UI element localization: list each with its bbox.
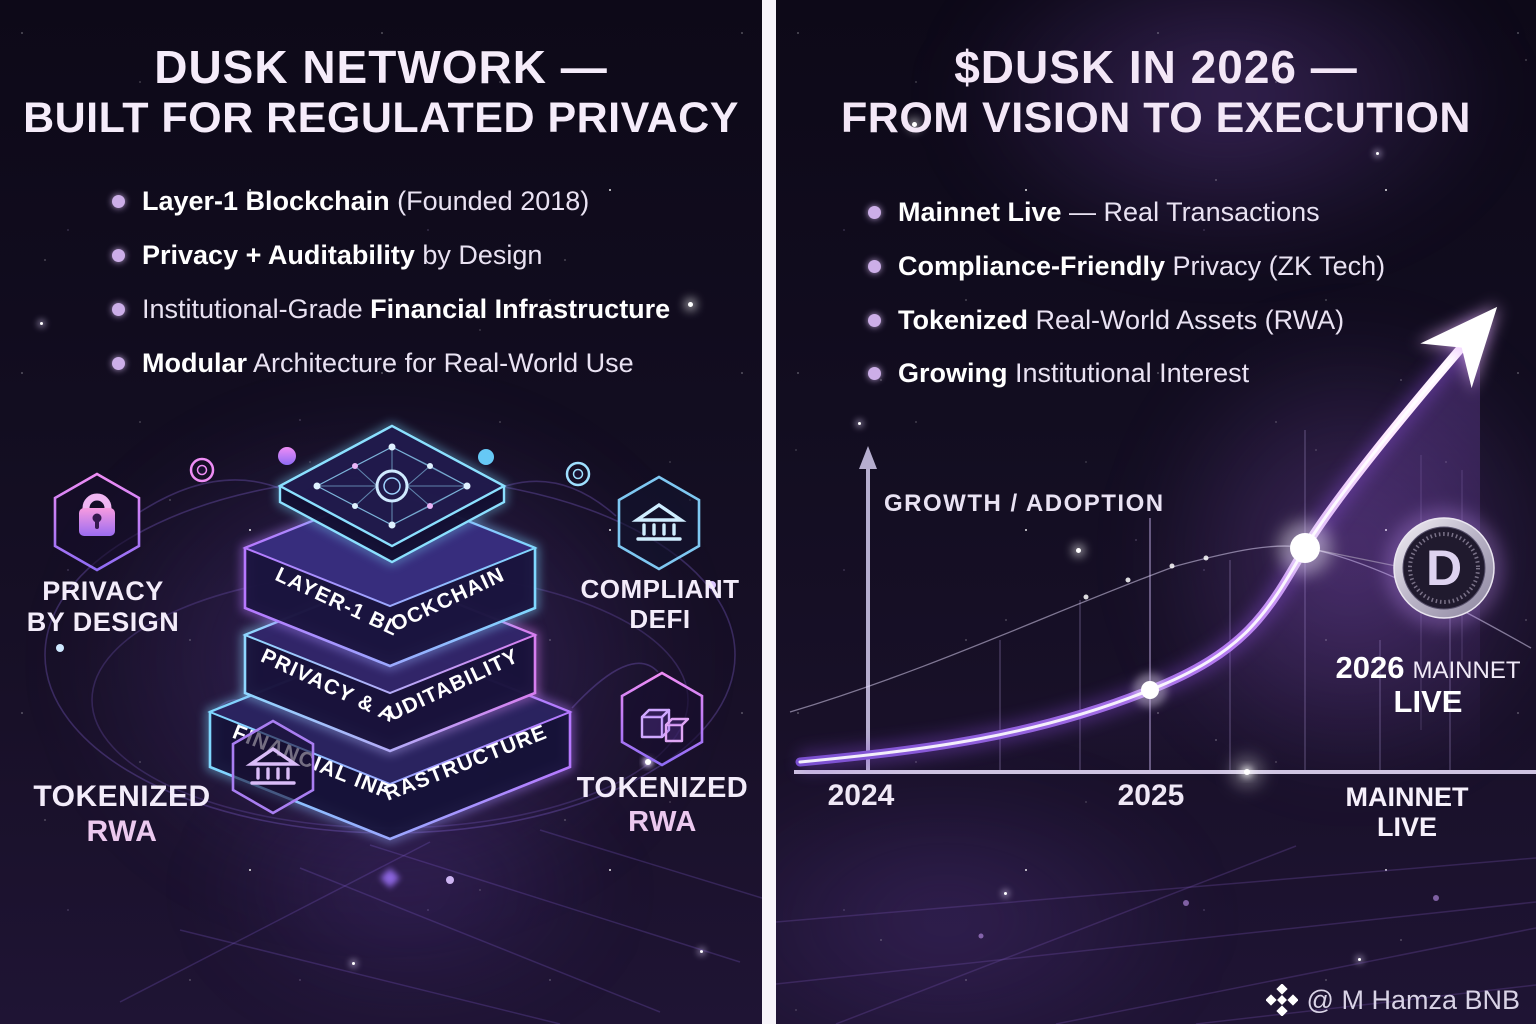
bullet-item: Layer-1 Blockchain (Founded 2018): [112, 186, 589, 217]
bullet-text: Institutional-Grade Financial Infrastruc…: [142, 294, 671, 324]
y-axis: [859, 446, 877, 771]
x-tick-2025: 2025: [1117, 779, 1185, 812]
bullet-item: Institutional-Grade Financial Infrastruc…: [112, 294, 670, 325]
right-title-line1: $DUSK IN 2026 —: [954, 41, 1358, 93]
floor-grid: [119, 829, 762, 1024]
right-title: $DUSK IN 2026 — FROM VISION TO EXECUTION: [776, 41, 1536, 142]
star: [858, 422, 861, 425]
bullet-item: Mainnet Live — Real Transactions: [868, 197, 1320, 228]
left-title: DUSK NETWORK — BUILT FOR REGULATED PRIVA…: [0, 41, 762, 142]
right-title-line2: FROM VISION TO EXECUTION: [841, 93, 1471, 142]
bullet-text: Modular Architecture for Real-World Use: [142, 348, 634, 378]
y-axis-label: GROWTH / ADOPTION: [884, 490, 1165, 517]
star: [1004, 892, 1007, 895]
star: [700, 950, 703, 953]
author-credit: @ M Hamza BNB: [1265, 984, 1520, 1016]
layer-stack-diagram: FINANCIAL INFRASTRUCTURE PRIVACY & AUDIT…: [44, 422, 762, 1024]
bullet-dot-icon: [112, 303, 125, 316]
coin-letter: D: [1426, 540, 1462, 596]
bullet-dot-icon: [868, 260, 881, 273]
bullet-text: Layer-1 Blockchain (Founded 2018): [142, 186, 590, 216]
bullet-text: Mainnet Live — Real Transactions: [898, 197, 1320, 227]
bullet-dot-icon: [112, 249, 125, 262]
milestone-2026-mainnet-live: 2026 MAINNET LIVE: [1335, 650, 1521, 720]
label-tokenized-rwa-right: TOKENIZED RWA: [576, 772, 749, 838]
bullet-text: Tokenized Real-World Assets (RWA): [898, 305, 1345, 335]
credit-text: @ M Hamza BNB: [1306, 984, 1520, 1015]
lock-icon: [53, 472, 141, 572]
label-privacy-by-design: PRIVACY BY DESIGN: [26, 576, 180, 638]
bullet-text: Privacy + Auditability by Design: [142, 240, 543, 270]
bullet-text: Compliance-Friendly Privacy (ZK Tech): [898, 251, 1386, 281]
x-tick-2024: 2024: [827, 779, 895, 812]
label-compliant-defi: COMPLIANT DEFI: [580, 574, 740, 635]
bank-icon: [617, 475, 701, 571]
dusk-coin-logo: D: [1384, 508, 1504, 628]
axis-flare: [1231, 756, 1263, 788]
star: [352, 962, 355, 965]
star: [1076, 548, 1081, 553]
bullet-dot-icon: [868, 367, 881, 380]
label-tokenized-rwa-left: TOKENIZED RWA: [33, 780, 211, 848]
star: [912, 122, 917, 127]
bullet-text: Growing Institutional Interest: [898, 358, 1250, 388]
bullet-item: Compliance-Friendly Privacy (ZK Tech): [868, 251, 1385, 282]
left-title-line2: BUILT FOR REGULATED PRIVACY: [23, 93, 739, 142]
binance-icon: [1265, 984, 1298, 1016]
y-axis-arrow-icon: [859, 446, 877, 469]
star: [40, 322, 43, 325]
bullet-item: Growing Institutional Interest: [868, 358, 1249, 389]
cubes-icon: [620, 671, 704, 767]
bullet-item: Modular Architecture for Real-World Use: [112, 348, 634, 379]
right-panel: $DUSK IN 2026 — FROM VISION TO EXECUTION…: [776, 0, 1536, 1024]
left-title-line1: DUSK NETWORK —: [154, 41, 608, 93]
star: [1376, 152, 1379, 155]
bullet-item: Privacy + Auditability by Design: [112, 240, 542, 271]
bullet-dot-icon: [112, 195, 125, 208]
bullet-dot-icon: [868, 314, 881, 327]
bullet-dot-icon: [868, 206, 881, 219]
x-end-label-mainnet-live: MAINNET LIVE: [1345, 782, 1469, 843]
bullet-dot-icon: [112, 357, 125, 370]
star: [1358, 958, 1361, 961]
panel-divider: [762, 0, 776, 1024]
bullet-item: Tokenized Real-World Assets (RWA): [868, 305, 1344, 336]
star: [688, 302, 693, 307]
left-panel: DUSK NETWORK — BUILT FOR REGULATED PRIVA…: [0, 0, 762, 1024]
floor-grid-nodes: [978, 895, 1439, 939]
